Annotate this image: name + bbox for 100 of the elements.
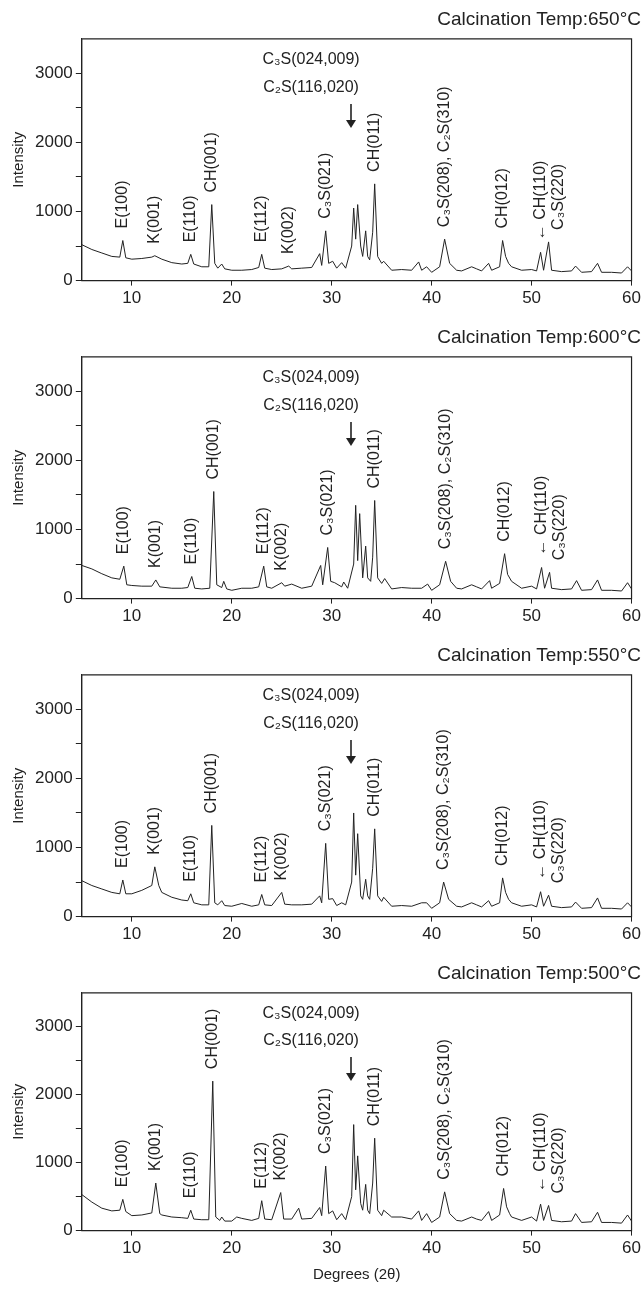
y-tick-label: 0 (63, 270, 73, 290)
x-tick-label: 60 (622, 924, 642, 944)
x-tick-label: 60 (622, 288, 642, 308)
annotation: C₃S(021) (318, 469, 336, 536)
x-tick-label: 50 (522, 1238, 542, 1258)
x-tick-label: 30 (322, 1238, 342, 1258)
y-tick-label: 1000 (34, 201, 73, 221)
x-tick-label: 40 (422, 606, 442, 626)
y-axis-title: Intensity (9, 131, 27, 188)
annotation: K(002) (272, 832, 290, 881)
x-tick-label: 50 (522, 288, 542, 308)
y-tick-label: 2000 (34, 768, 73, 788)
annotation: ← CH(110) (531, 800, 548, 880)
annotation: C₃S(021) (316, 765, 334, 832)
y-tick-label: 2000 (34, 132, 73, 152)
annotation: C₃S(024,009) (262, 368, 360, 386)
annotation: C₂S(116,020) (263, 1031, 359, 1049)
x-tick-label: 10 (122, 288, 142, 308)
annotation: CH(012) (493, 168, 511, 229)
chart-title: Calcination Temp:550°C (437, 643, 641, 665)
annotation: CH(001) (202, 752, 220, 814)
x-tick-label: 30 (322, 288, 342, 308)
annotation: C₃S(024,009) (262, 686, 360, 704)
annotation: C₃S(208), C₂S(310) (435, 1039, 453, 1180)
annotation: C₂S(116,020) (263, 396, 359, 413)
annotation: CH(001) (204, 419, 222, 480)
x-tick-label: 40 (422, 288, 442, 308)
annotation: C₃S(208), C₂S(310) (434, 729, 452, 871)
annotation: ← CH(110) (531, 160, 548, 241)
x-tick-label: 50 (522, 606, 542, 626)
annotation: CH(012) (495, 481, 513, 542)
annotation: E(110) (181, 195, 199, 243)
y-tick-label: 3000 (34, 381, 73, 401)
annotation: E(110) (182, 517, 200, 565)
annotation: E(110) (181, 834, 199, 882)
annotation: K(001) (146, 519, 164, 568)
annotation: ← CH(110) (532, 475, 549, 556)
annotation: E(100) (114, 506, 132, 555)
y-tick-label: 1000 (34, 519, 73, 539)
annotation: CH(001) (203, 1008, 221, 1070)
y-tick-label: 0 (63, 588, 73, 608)
annotation: C₃S(220) (550, 494, 567, 561)
chart-title: Calcination Temp:650°C (437, 7, 641, 29)
annotation: CH(011) (365, 1066, 383, 1127)
y-tick-label: 1000 (34, 837, 73, 857)
y-tick-label: 3000 (34, 1016, 73, 1036)
x-tick-label: 20 (222, 924, 242, 944)
annotation: K(002) (279, 206, 297, 255)
annotation: K(001) (145, 806, 163, 855)
x-tick-label: 20 (222, 606, 242, 626)
annotation: CH(012) (494, 1116, 512, 1177)
chart-title: Calcination Temp:500°C (437, 961, 641, 983)
annotation: E(112) (252, 195, 270, 243)
annotation: E(100) (113, 1139, 131, 1188)
annotation: K(002) (272, 522, 290, 571)
annotation: E(112) (252, 1141, 270, 1189)
annotation: E(100) (113, 819, 131, 868)
y-tick-label: 3000 (34, 63, 73, 83)
annotation: K(001) (145, 195, 163, 244)
annotation: C₃S(024,009) (262, 50, 360, 68)
annotation: C₃S(024,009) (262, 1003, 360, 1021)
y-tick-label: 1000 (34, 1152, 73, 1172)
annotation: CH(012) (493, 805, 511, 866)
annotation: CH(011) (365, 429, 383, 489)
annotation: K(002) (271, 1132, 289, 1181)
y-axis-title: Intensity (9, 1083, 27, 1140)
annotation: E(112) (254, 507, 272, 555)
y-tick-label: 0 (63, 1220, 73, 1240)
x-tick-label: 10 (122, 606, 142, 626)
annotation: E(100) (113, 180, 131, 229)
x-tick-label: 40 (422, 1238, 442, 1258)
x-tick-label: 60 (622, 1238, 642, 1258)
annotation: C₂S(116,020) (263, 78, 359, 95)
x-tick-label: 60 (622, 606, 642, 626)
annotation: C₃S(220) (549, 1127, 566, 1194)
y-axis-title: Intensity (9, 767, 27, 824)
annotation: K(001) (146, 1123, 164, 1172)
annotation: E(112) (252, 835, 270, 883)
x-tick-label: 30 (322, 924, 342, 944)
annotation: C₃S(208), C₂S(310) (436, 408, 454, 550)
annotation: C₃S(208), C₂S(310) (435, 86, 453, 228)
x-tick-label: 50 (522, 924, 542, 944)
annotation: C₃S(220) (549, 163, 566, 230)
annotation: C₃S(220) (549, 817, 566, 884)
x-tick-label: 40 (422, 924, 442, 944)
y-tick-label: 2000 (34, 1084, 73, 1104)
y-tick-label: 3000 (34, 699, 73, 719)
annotation: CH(011) (365, 757, 383, 817)
x-tick-label: 10 (122, 924, 142, 944)
annotation: CH(011) (365, 112, 383, 172)
annotation: C₃S(021) (316, 1087, 334, 1155)
annotation: E(110) (181, 1151, 199, 1199)
x-axis-title: Degrees (2θ) (312, 1265, 401, 1283)
x-tick-label: 20 (222, 288, 242, 308)
x-tick-label: 10 (122, 1238, 142, 1258)
chart-title: Calcination Temp:600°C (437, 325, 641, 347)
y-axis-title: Intensity (9, 449, 27, 506)
annotation: C₂S(116,020) (263, 714, 359, 731)
x-tick-label: 30 (322, 606, 342, 626)
annotation: C₃S(021) (316, 152, 334, 219)
